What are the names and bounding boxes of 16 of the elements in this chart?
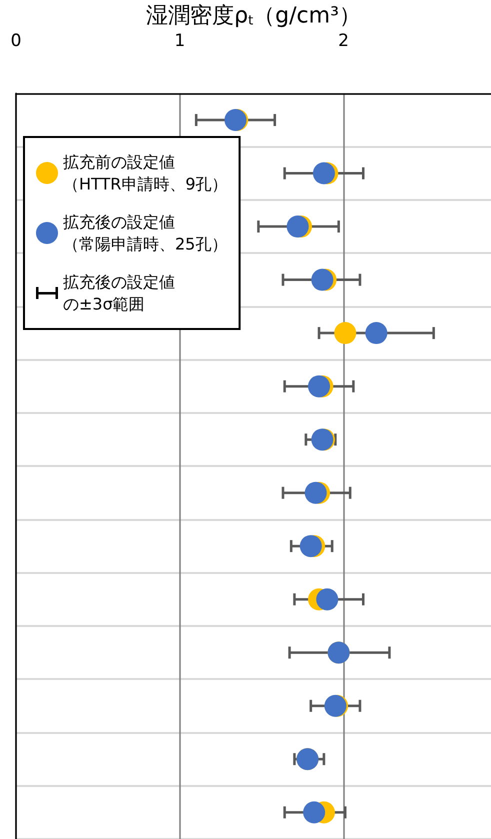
annotation: 拡充後の設定値の±3σ範囲 [63,272,175,314]
x-axis-title: 湿潤密度ρt（g/cm³） [146,4,361,28]
point [365,322,388,344]
legend-label: 拡充後の設定値（常陽申請時、25孔） [63,212,228,254]
legend-label: 拡充前の設定値（HTTR申請時、9孔） [63,152,228,194]
point [312,162,335,184]
x-tick-label: 1 [174,30,186,51]
point [303,801,326,824]
x-tick-label: 2 [338,30,349,51]
point [300,535,322,558]
point [334,322,356,344]
x-tick-label: 0 [10,30,22,51]
point [311,268,334,291]
point [316,588,338,610]
point [286,216,309,238]
point [304,482,327,504]
